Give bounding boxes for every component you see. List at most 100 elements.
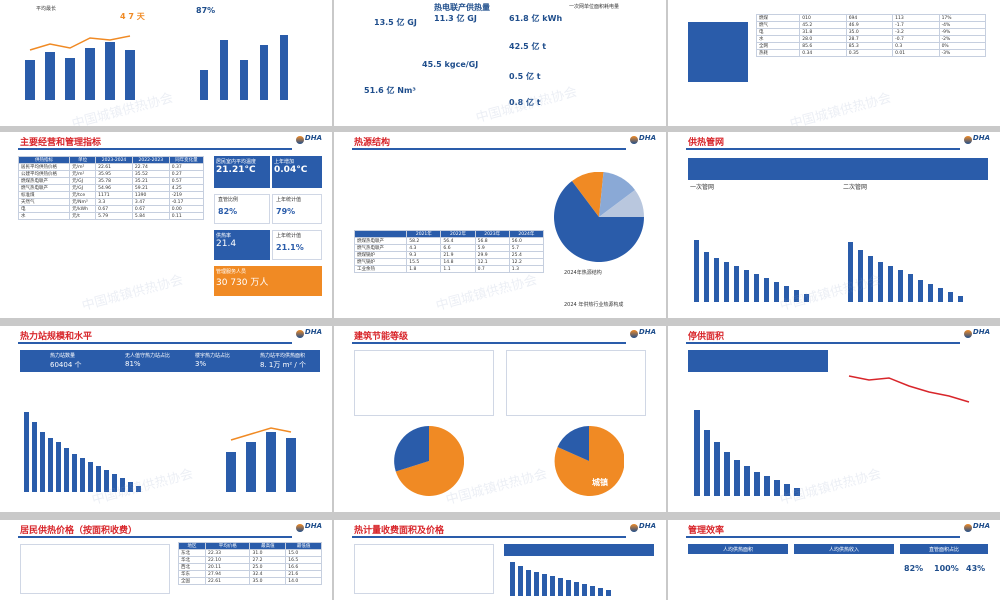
bar-chart <box>694 240 809 302</box>
table-row: 华北 22.10 27.2 16.5 <box>177 556 322 564</box>
dha-logo-icon: DHA <box>295 134 322 144</box>
slide-pipe-network[interactable]: 供热管网 DHA 一次管网 二次管网 中国城镇供热协会 <box>668 132 1000 318</box>
table-row: 标准煤 元/tce 1171 1390 -219 <box>17 191 205 199</box>
slide-header: 建筑节能等级 DHA <box>334 326 666 344</box>
stats-banner <box>504 544 654 556</box>
kpi-card: 直管比例 82% <box>214 194 270 224</box>
table-row: 水元/t 5.79 5.84 0.11 <box>17 212 205 220</box>
line-chart <box>848 375 970 403</box>
text: 42.5 亿 t <box>509 42 547 51</box>
text: 0.5 亿 t <box>509 72 541 81</box>
table-row: 华东 27.94 32.4 21.6 <box>177 570 322 578</box>
slide-header: 热力站规模和水平 DHA <box>0 326 332 344</box>
indicators-table: 供热指标 单位 2023-2024 2022-2023 同年变化量 居民平均供热价格 元/… <box>17 156 205 220</box>
bar-chart <box>510 562 611 596</box>
bar-chart <box>24 412 141 492</box>
slide-top-mid[interactable]: 热电联产供热量 11.3 亿 GJ 一次网单位面积耗电量 61.8 亿 kWh … <box>334 0 666 126</box>
dha-logo-icon: DHA <box>295 328 322 338</box>
text: 61.8 亿 kWh <box>509 14 563 23</box>
stats-banner: 热力站数量 60404 个 无人值守热力站占比 81% 楼宇热力站占比 3% 热… <box>20 350 320 372</box>
slide-header: 热源结构 DHA <box>334 132 666 150</box>
slide-substation-scale[interactable]: 热力站规模和水平 DHA 热力站数量 60404 个 无人值守热力站占比 81%… <box>0 326 332 512</box>
slide-metering-price[interactable]: 热计量收费面积及价格 DHA <box>334 520 666 600</box>
table-row: 西北 20.11 25.0 16.6 <box>177 563 322 571</box>
watermark: 中国城镇供热协会 <box>434 272 539 315</box>
table-row: 居民平均供热价格 元/m² 22.61 22.74 0.37 <box>17 163 205 171</box>
table-row: 工业余热 1.8 1.1 0.7 1.3 <box>353 265 545 273</box>
table-row: 燃气热电联产 元/GJ 54.96 59.21 4.25 <box>17 184 205 192</box>
slide-header: 居民供热价格（按面积收费） DHA <box>0 520 332 538</box>
text: 4 7 天 <box>120 12 145 21</box>
section-header: 人均供热面积 <box>688 544 788 554</box>
pie-title: 2024年热源结构 <box>564 270 602 276</box>
info-box <box>20 544 170 594</box>
stats-banner <box>688 350 828 372</box>
bar-chart <box>694 410 800 496</box>
text: 51.6 亿 Nm³ <box>364 86 416 95</box>
value: 82% <box>904 564 924 573</box>
table-row: 燃煤锅炉 9.3 21.9 29.9 25.4 <box>353 251 545 259</box>
slide-title: 热力站规模和水平 <box>20 332 93 342</box>
slide-header: 热计量收费面积及价格 DHA <box>334 520 666 538</box>
text: 11.3 亿 GJ <box>434 14 477 23</box>
slide-header: 供热管网 DHA <box>668 132 1000 150</box>
slide-operating-indicators[interactable]: 主要经营和管理指标 DHA 供热指标 单位 2023-2024 2022-2023 同年… <box>0 132 332 318</box>
dha-logo-icon: DHA <box>963 522 990 532</box>
slide-title: 管理效率 <box>688 526 725 536</box>
table-row: 全国 22.61 35.0 14.0 <box>177 577 322 585</box>
table-row: 燃气锅炉 15.5 14.8 12.1 12.2 <box>353 258 545 266</box>
slide-suspended-area[interactable]: 停供面积 DHA 中国城镇供热协会 <box>668 326 1000 512</box>
table-row: 东北 22.33 31.0 15.0 <box>177 549 322 557</box>
pie-bubble: 城镇 <box>592 478 608 487</box>
slide-header: 主要经营和管理指标 DHA <box>0 132 332 150</box>
stats-banner <box>688 158 988 180</box>
section-title: 一次管网 <box>690 184 715 191</box>
text: 0.8 亿 t <box>509 98 541 107</box>
info-box <box>354 544 494 594</box>
text: 一次网单位面积耗电量 <box>569 4 620 10</box>
dha-logo-icon: DHA <box>963 134 990 144</box>
data-table: 燃煤 010 694 113 17% 燃气 45.2 46.9 -1.7 -4% 电 31.8 35… <box>755 14 987 57</box>
pie-caption: 2024 年供热行业热源构成 <box>564 302 624 308</box>
heat-source-table: 2021年 2022年 2023年 2024年 燃煤热电联产 58.2 56.4 56.8 5… <box>353 230 545 273</box>
table-row: 天然气 元/Nm³ 3.3 3.47 -0.17 <box>17 198 205 206</box>
section-header: 直管面积占比 <box>900 544 988 554</box>
dha-logo-icon: DHA <box>629 522 656 532</box>
kpi-card: 管理服务人员 30 730 万人 <box>214 266 322 296</box>
dha-logo-icon: DHA <box>963 328 990 338</box>
info-panel <box>688 22 748 82</box>
dha-logo-icon: DHA <box>295 522 322 532</box>
slide-header: 停供面积 DHA <box>668 326 1000 344</box>
price-table: 地区 平均价格 最高值 最低值 东北 22.33 31.0 15.0 华北 22.10 27.2… <box>177 542 322 585</box>
slide-residential-price[interactable]: 居民供热价格（按面积收费） DHA 地区 平均价格 最高值 最低值 东北 22.33 31… <box>0 520 332 600</box>
text: 13.5 亿 GJ <box>374 18 417 27</box>
table-row: 电元/kWh 0.67 0.67 0.00 <box>17 205 205 213</box>
kpi-card: 居民室内平均温度 21.21°C <box>214 156 270 188</box>
slide-top-right[interactable]: 燃煤 010 694 113 17% 燃气 45.2 46.9 -1.7 -4% 电 31.8 35… <box>668 0 1000 126</box>
slide-title: 热源结构 <box>354 138 391 148</box>
slide-title: 供热管网 <box>688 138 725 148</box>
pie-chart <box>554 426 624 496</box>
text: 45.5 kgce/GJ <box>422 60 479 69</box>
value: 43% <box>966 564 986 573</box>
value: 100% <box>934 564 959 573</box>
slide-title: 主要经营和管理指标 <box>20 138 102 148</box>
slide-title: 居民供热价格（按面积收费） <box>20 526 138 536</box>
info-box <box>506 350 646 416</box>
slide-top-left[interactable]: 平均最长 4 7 天 87% 中国城镇供热协会 <box>0 0 332 126</box>
slide-heat-source[interactable]: 热源结构 DHA 2021年 2022年 2023年 2024年 燃煤热电联产 58.2… <box>334 132 666 318</box>
watermark: 中国城镇供热协会 <box>80 272 185 315</box>
dha-logo-icon: DHA <box>629 328 656 338</box>
dha-logo-icon: DHA <box>629 134 656 144</box>
kpi-card: 上年统计值 79% <box>272 194 322 224</box>
table-row: 燃煤热电联产 58.2 56.4 56.8 56.0 <box>353 237 545 245</box>
text: 平均最长 <box>36 6 57 12</box>
text: 热电联产供热量 <box>434 3 490 12</box>
slide-title: 建筑节能等级 <box>354 332 409 342</box>
info-box <box>354 350 494 416</box>
table-row: 公建平均供热价格 元/m² 35.95 35.52 0.27 <box>17 170 205 178</box>
text: 87% <box>196 6 216 15</box>
slide-building-efficiency[interactable]: 建筑节能等级 DHA 城镇 中国城镇供热协会 <box>334 326 666 512</box>
slide-management-efficiency[interactable]: 管理效率 DHA 人均供热面积 人均供热收入 直管面积占比 82% 100% 4… <box>668 520 1000 600</box>
bar-chart <box>200 35 288 100</box>
